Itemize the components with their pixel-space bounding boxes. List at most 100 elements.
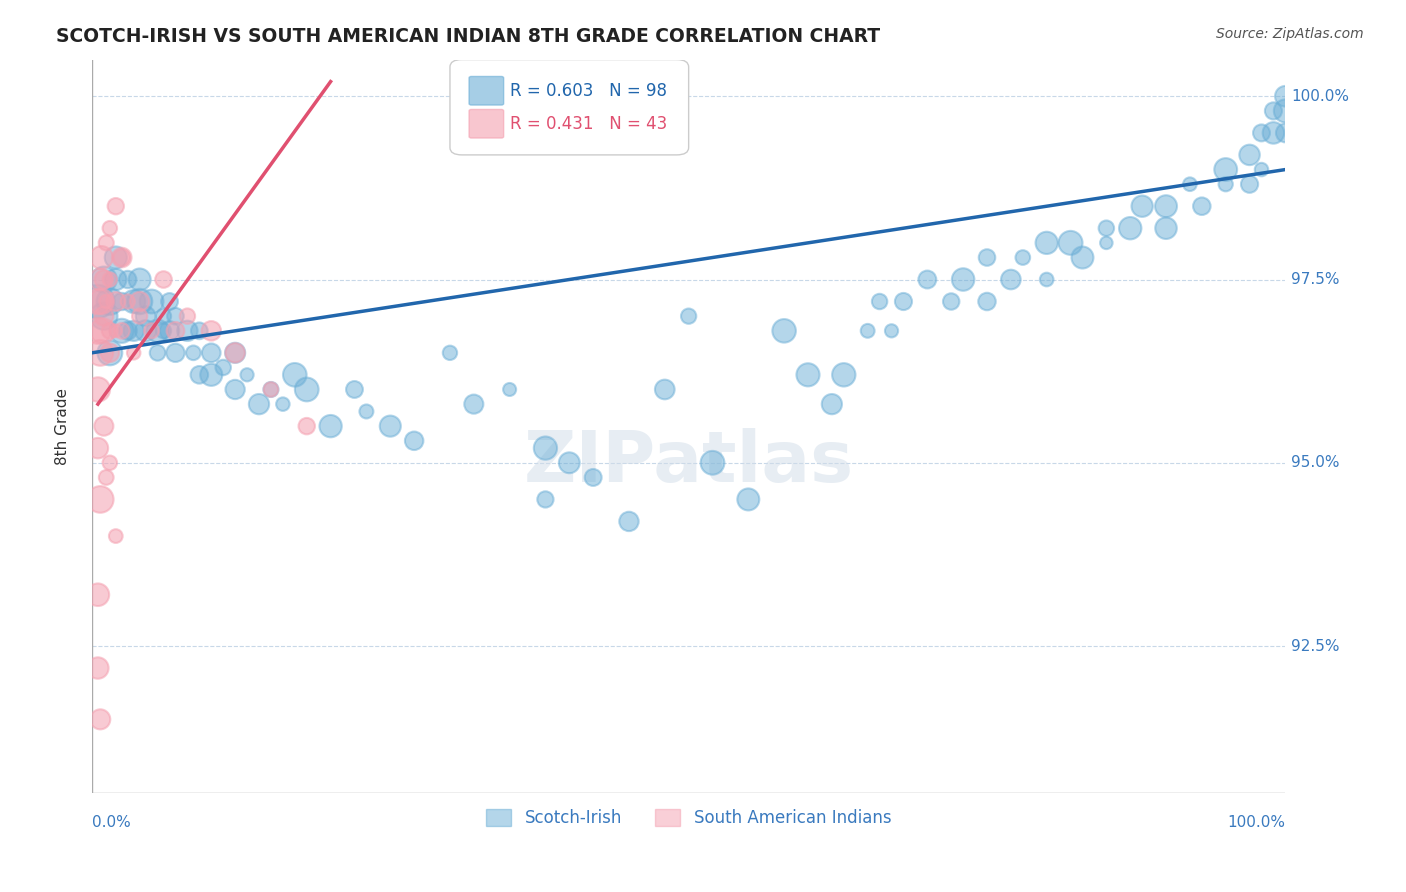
Point: [260, 383, 283, 397]
Text: 8th Grade: 8th Grade: [55, 388, 69, 465]
Point: [1071, 251, 1094, 265]
Point: [498, 383, 520, 397]
Point: [284, 368, 307, 382]
Point: [1095, 221, 1118, 235]
Point: [797, 368, 820, 382]
Point: [356, 404, 378, 418]
Point: [87, 588, 110, 602]
Point: [87, 294, 110, 309]
Point: [224, 346, 246, 360]
Point: [224, 346, 246, 360]
Point: [152, 309, 174, 323]
Point: [1011, 251, 1033, 265]
Point: [1059, 235, 1081, 250]
Point: [941, 294, 963, 309]
Point: [159, 324, 181, 338]
Point: [111, 324, 134, 338]
Point: [212, 360, 235, 375]
Point: [1263, 126, 1285, 140]
Point: [1239, 178, 1261, 192]
Point: [89, 492, 111, 507]
Text: R = 0.431   N = 43: R = 0.431 N = 43: [509, 115, 666, 133]
Point: [617, 515, 640, 529]
Point: [893, 294, 915, 309]
Point: [98, 272, 121, 286]
Point: [654, 383, 676, 397]
Point: [343, 383, 366, 397]
Point: [96, 294, 118, 309]
Point: [1095, 235, 1118, 250]
Legend: Scotch-Irish, South American Indians: Scotch-Irish, South American Indians: [478, 801, 900, 836]
Point: [404, 434, 426, 448]
Point: [1274, 89, 1296, 103]
Point: [165, 309, 187, 323]
Point: [117, 272, 139, 286]
Point: [128, 294, 150, 309]
Point: [87, 324, 110, 338]
Text: 100.0%: 100.0%: [1291, 88, 1350, 103]
Point: [869, 294, 891, 309]
Text: 95.0%: 95.0%: [1291, 455, 1340, 470]
Point: [534, 441, 557, 455]
Point: [200, 324, 222, 338]
Point: [98, 456, 121, 470]
Point: [104, 251, 127, 265]
Point: [1130, 199, 1153, 213]
Point: [880, 324, 903, 338]
Point: [87, 383, 110, 397]
Point: [463, 397, 485, 411]
Point: [146, 346, 169, 360]
FancyBboxPatch shape: [470, 77, 503, 105]
FancyBboxPatch shape: [470, 110, 503, 138]
Point: [1250, 162, 1272, 177]
Point: [104, 294, 127, 309]
Point: [200, 346, 222, 360]
Text: 92.5%: 92.5%: [1291, 639, 1340, 654]
Text: 97.5%: 97.5%: [1291, 272, 1340, 287]
Point: [737, 492, 759, 507]
Point: [200, 368, 222, 382]
Point: [1215, 178, 1237, 192]
Point: [89, 712, 111, 726]
Point: [98, 346, 121, 360]
Point: [87, 661, 110, 675]
Point: [104, 272, 127, 286]
Point: [165, 346, 187, 360]
Point: [98, 221, 121, 235]
FancyBboxPatch shape: [450, 60, 689, 155]
Point: [122, 294, 145, 309]
Point: [111, 251, 134, 265]
Point: [146, 324, 169, 338]
Point: [165, 324, 187, 338]
Point: [89, 272, 111, 286]
Text: ZIPatlas: ZIPatlas: [523, 428, 853, 497]
Point: [773, 324, 796, 338]
Point: [117, 294, 139, 309]
Point: [122, 346, 145, 360]
Text: 0.0%: 0.0%: [91, 814, 131, 830]
Point: [1035, 272, 1057, 286]
Point: [856, 324, 879, 338]
Point: [98, 346, 121, 360]
Point: [90, 294, 112, 309]
Point: [152, 324, 174, 338]
Point: [93, 309, 115, 323]
Point: [295, 383, 318, 397]
Point: [247, 397, 270, 411]
Point: [1000, 272, 1022, 286]
Point: [439, 346, 461, 360]
Point: [128, 309, 150, 323]
Point: [183, 346, 205, 360]
Point: [319, 419, 342, 434]
Point: [104, 324, 127, 338]
Point: [104, 199, 127, 213]
Point: [1274, 103, 1296, 118]
Point: [152, 272, 174, 286]
Point: [821, 397, 844, 411]
Point: [260, 383, 283, 397]
Point: [1154, 199, 1177, 213]
Point: [117, 324, 139, 338]
Point: [93, 419, 115, 434]
Point: [236, 368, 259, 382]
Point: [1250, 126, 1272, 140]
